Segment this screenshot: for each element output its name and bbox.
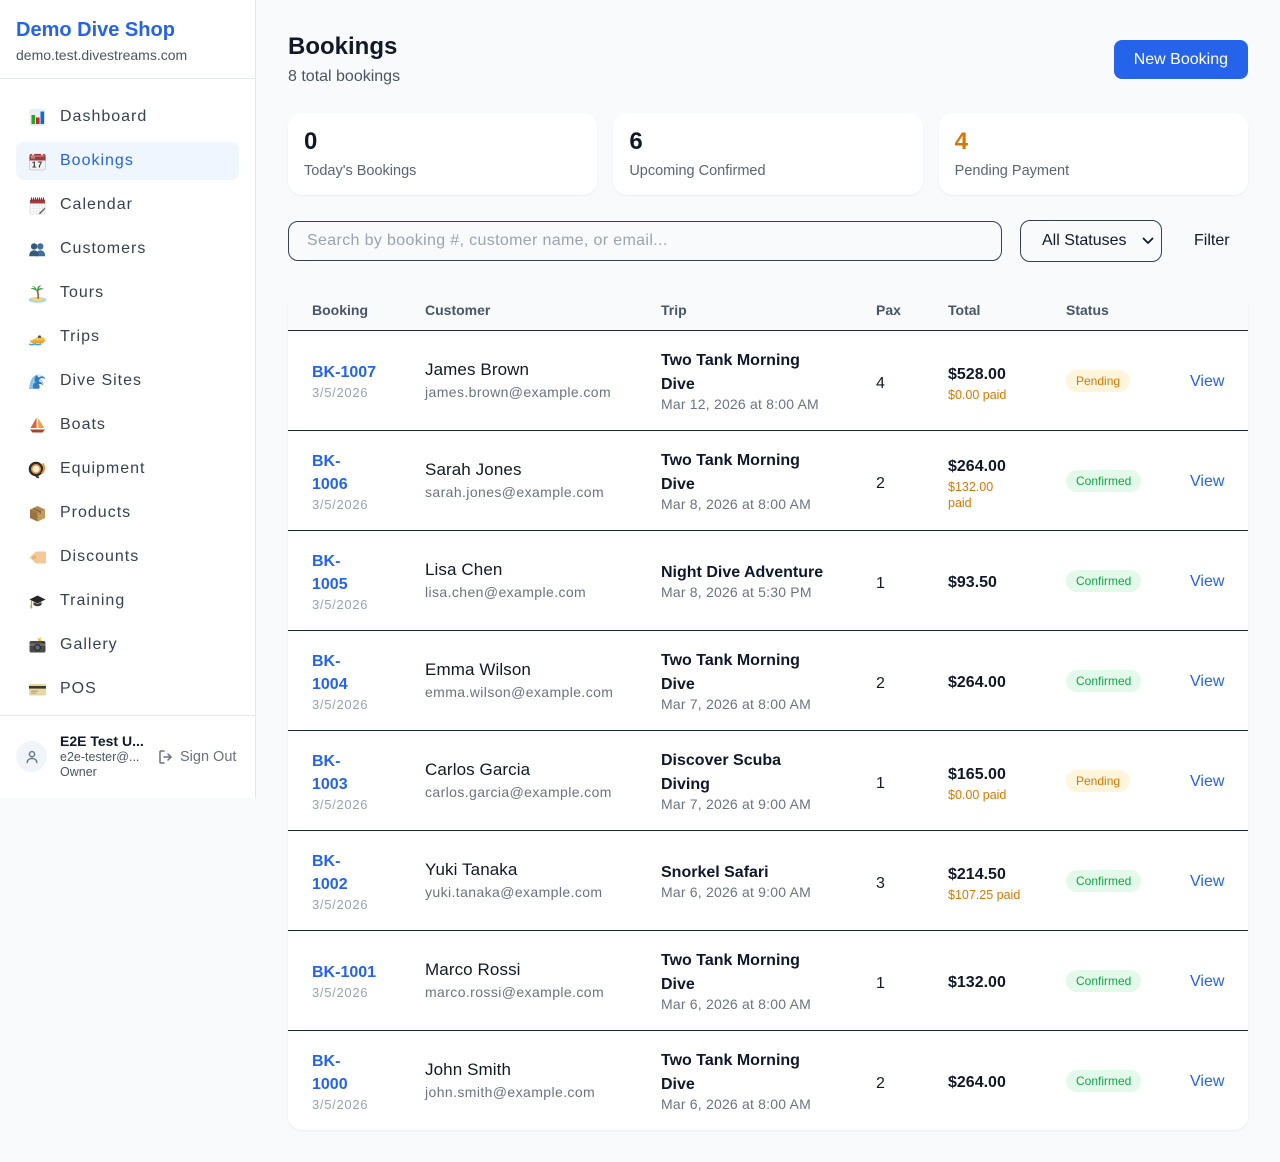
svg-text:17: 17 — [32, 159, 43, 169]
svg-text:M: M — [31, 155, 36, 160]
